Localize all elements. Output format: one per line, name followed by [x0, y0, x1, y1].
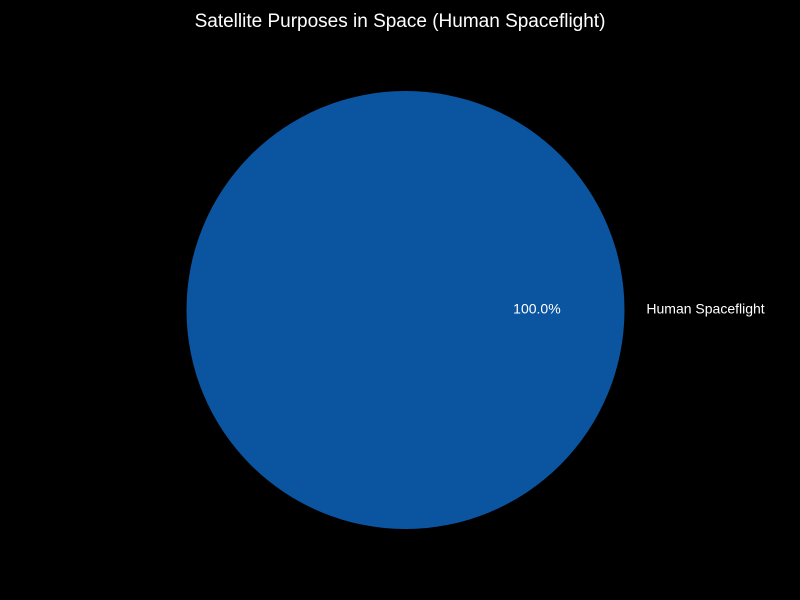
pie-slice: [186, 91, 625, 529]
chart-title: Satellite Purposes in Space (Human Space…: [194, 11, 606, 32]
slice-label: Human Spaceflight: [646, 301, 764, 317]
pie-labels: Human Spaceflight 100.0%: [513, 301, 765, 317]
pie-slices: [186, 91, 625, 529]
slice-percent-label: 100.0%: [513, 301, 560, 317]
